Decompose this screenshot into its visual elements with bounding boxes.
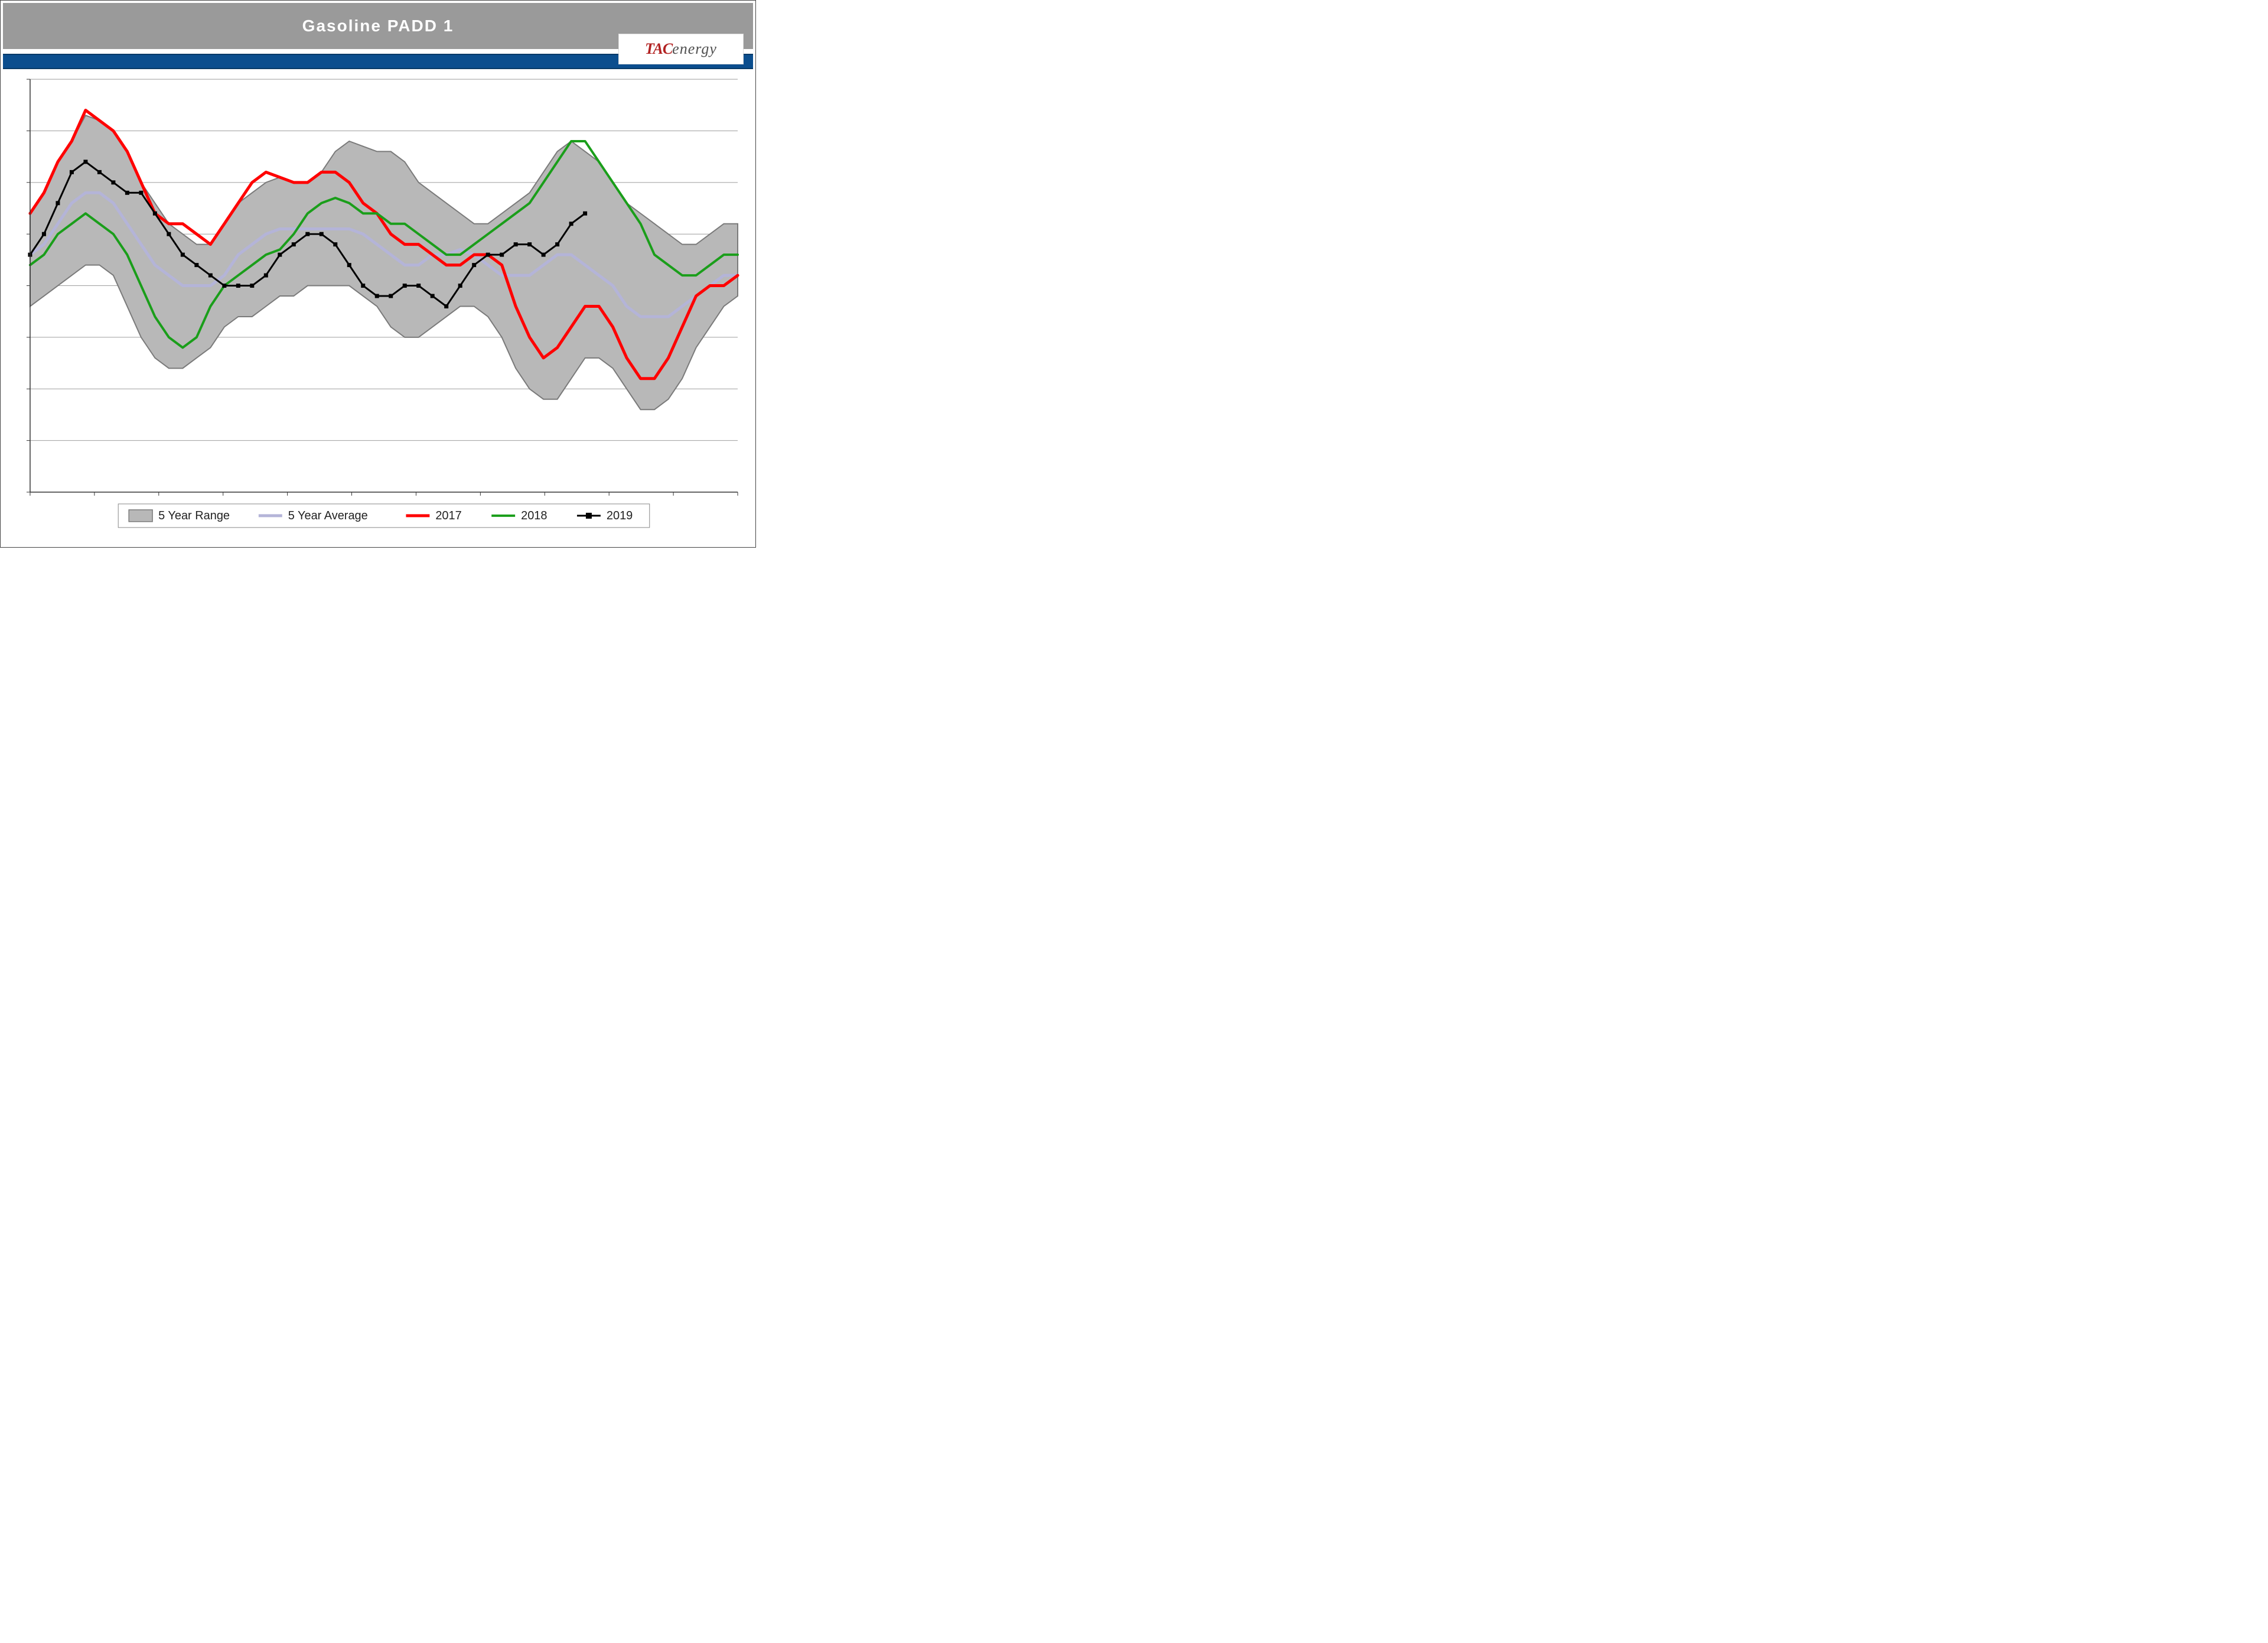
series-2019-marker	[445, 304, 448, 308]
series-2019-marker	[500, 253, 504, 256]
series-2019-marker	[125, 191, 129, 194]
series-2019-marker	[556, 243, 559, 246]
series-2019-marker	[569, 222, 573, 226]
chart-svg: 5 Year Range 5 Year Average 2017 2018 2019	[12, 71, 744, 535]
series-2019-marker	[208, 274, 212, 277]
chart-card: Gasoline PADD 1 TACenergy 5 Year Range5 …	[0, 0, 756, 548]
series-2019-marker	[42, 232, 45, 236]
series-2019-marker	[264, 274, 268, 277]
series-2019-marker	[250, 284, 254, 288]
series-2019-marker	[181, 253, 184, 256]
series-2019-marker	[195, 263, 198, 267]
series-2019-marker	[306, 232, 309, 236]
series-2019-marker	[486, 253, 490, 256]
series-2019-marker	[292, 243, 295, 246]
series-2019-marker	[97, 170, 101, 174]
series-2019-marker	[70, 170, 73, 174]
series-2019-marker	[417, 284, 421, 288]
legend-label-2019: 2019	[607, 509, 633, 522]
series-2019-marker	[458, 284, 462, 288]
series-2019-marker	[584, 212, 587, 215]
series-2019-marker	[472, 263, 476, 267]
series-2019-marker	[542, 253, 545, 256]
series-2019-marker	[112, 181, 115, 184]
series-2019-marker	[347, 263, 351, 267]
legend: 5 Year Range 5 Year Average 2017 2018 2019	[118, 504, 650, 528]
series-2019-marker	[139, 191, 143, 194]
series-2019-marker	[334, 243, 337, 246]
series-2019-marker	[431, 294, 434, 298]
series-2019-marker	[528, 243, 532, 246]
legend-label-2018: 2018	[521, 509, 547, 522]
chart-title: Gasoline PADD 1	[302, 17, 454, 35]
brand-logo: TACenergy	[618, 34, 744, 64]
series-2019-marker	[56, 201, 60, 205]
series-2019-marker	[223, 284, 226, 288]
logo-right: energy	[672, 40, 717, 58]
legend-label-2017: 2017	[435, 509, 461, 522]
series-2019-marker	[278, 253, 282, 256]
logo-left: TAC	[645, 40, 672, 58]
series-2019-marker	[84, 160, 87, 164]
series-2019-marker	[514, 243, 517, 246]
legend-label-avg: 5 Year Average	[288, 509, 368, 522]
series-2019-marker	[320, 232, 323, 236]
chart-area: 5 Year Range 5 Year Average 2017 2018 2019	[12, 71, 744, 535]
series-2019-marker	[236, 284, 240, 288]
series-2019-marker	[361, 284, 365, 288]
series-2019-marker	[167, 232, 171, 236]
legend-label-range: 5 Year Range	[158, 509, 230, 522]
series-2019-marker	[375, 294, 379, 298]
series-2019-marker	[403, 284, 406, 288]
legend-item-range: 5 Year Range	[129, 509, 230, 522]
series-2019-marker	[153, 212, 157, 215]
series-2019-marker	[389, 294, 393, 298]
